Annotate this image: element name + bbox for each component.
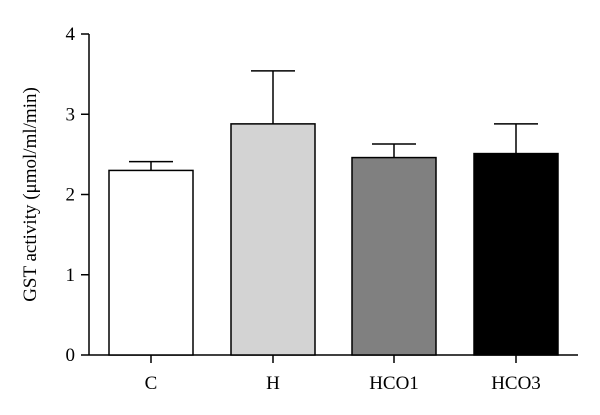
category-label: HCO1 [369,373,419,394]
y-axis-label-text: GST activity (μmol/ml/min) [20,87,41,302]
bar-hco3 [473,152,559,356]
y-axis-label: GST activity (μmol/ml/min) [20,87,41,302]
category-label: HCO3 [491,373,541,394]
bars [108,70,559,356]
y-tick-label: 0 [66,345,76,366]
category-label: C [145,373,158,394]
bar-c [108,169,194,356]
category-labels: C H HCO1 HCO3 [145,373,541,394]
y-tick-label: 1 [66,265,76,286]
y-tick-label: 2 [66,185,76,206]
category-label: H [266,373,280,394]
bar-h [230,123,316,356]
y-tick-label: 4 [66,24,76,45]
y-tick-label: 3 [66,104,76,125]
bar-hco1 [351,156,437,356]
